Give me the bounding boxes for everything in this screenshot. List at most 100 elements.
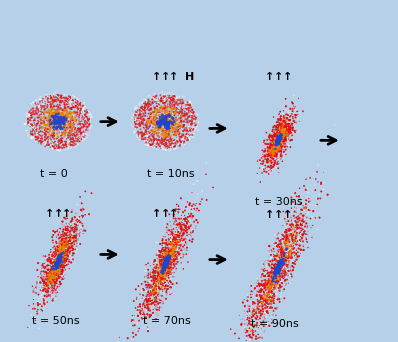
Point [250,308,256,314]
Point [133,110,139,115]
Point [244,317,250,322]
Point [182,225,189,230]
Point [74,227,80,232]
Point [164,260,171,265]
Point [137,130,144,135]
Point [277,137,283,143]
Point [283,262,290,267]
Point [33,122,39,128]
Point [288,241,294,247]
Point [275,139,281,145]
Point [291,253,298,259]
Point [160,105,166,111]
Point [72,115,78,120]
Point [54,290,60,295]
Point [277,123,283,128]
Point [269,271,276,276]
Point [283,246,289,252]
Point [59,145,65,150]
Point [165,223,172,228]
Point [267,146,273,152]
Point [172,234,179,239]
Point [265,304,272,309]
Point [70,102,76,108]
Point [168,227,174,233]
Point [273,266,279,271]
Point [284,128,290,134]
Point [272,271,279,276]
Point [159,266,166,271]
Point [152,280,158,286]
Point [275,270,281,276]
Point [265,151,271,157]
Point [165,280,172,286]
Point [178,101,185,106]
Point [271,293,278,299]
Point [76,112,82,117]
Point [175,238,181,244]
Point [263,319,269,324]
Point [150,116,157,122]
Point [58,117,64,122]
Point [155,290,162,296]
Point [254,320,260,326]
Point [66,235,73,240]
Point [49,260,56,265]
Point [279,125,286,130]
Point [55,117,61,123]
Point [54,144,60,149]
Point [56,254,62,259]
Point [50,276,57,281]
Point [145,281,151,287]
Point [35,326,41,331]
Point [61,241,67,247]
Point [58,137,64,143]
Point [43,94,49,99]
Point [163,147,170,153]
Point [287,249,293,255]
Point [169,129,176,135]
Point [159,266,166,271]
Point [171,121,178,127]
Point [162,106,168,111]
Point [285,211,291,217]
Point [267,136,274,141]
Point [171,240,177,246]
Point [261,323,267,329]
Point [270,269,276,274]
Point [154,249,161,255]
Point [273,153,279,159]
Point [59,116,65,121]
Point [162,281,168,287]
Point [39,136,45,142]
Point [185,109,192,115]
Point [281,127,288,133]
Point [271,136,277,142]
Point [269,270,275,276]
Point [274,139,281,145]
Point [273,143,280,149]
Point [82,212,88,218]
Point [58,110,64,116]
Point [58,136,64,142]
Point [57,118,63,124]
Point [44,292,50,298]
Point [271,139,277,144]
Point [50,240,56,246]
Point [284,258,291,263]
Point [291,250,297,255]
Point [271,252,277,257]
Point [267,294,273,300]
Point [163,261,170,266]
Point [168,109,175,115]
Point [164,258,170,263]
Point [47,274,53,279]
Point [131,298,137,304]
Point [53,276,59,281]
Point [71,105,78,110]
Point [278,134,284,140]
Point [45,290,51,296]
Point [272,150,279,156]
Point [72,225,78,230]
Point [170,242,177,248]
